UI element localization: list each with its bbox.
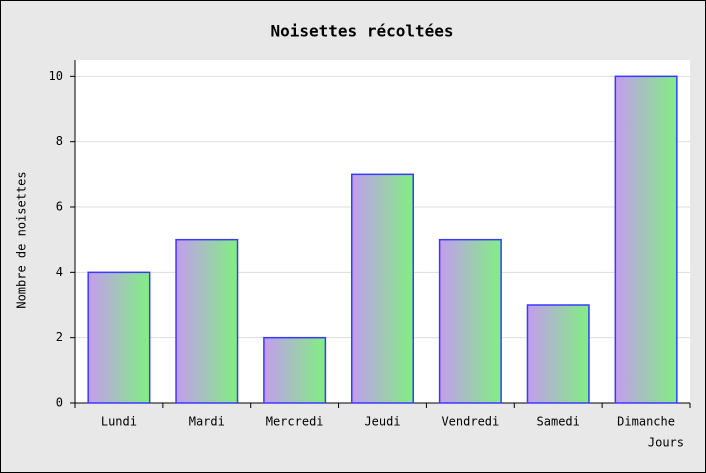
y-tick-label: 8 <box>56 134 63 148</box>
bar <box>438 238 502 404</box>
bar <box>263 336 327 404</box>
x-tick-label: Vendredi <box>441 415 499 429</box>
bar <box>87 271 151 404</box>
x-tick-label: Mardi <box>189 415 225 429</box>
x-tick-label: Jeudi <box>364 415 400 429</box>
bar <box>526 304 590 404</box>
x-tick-label: Mercredi <box>266 415 324 429</box>
y-tick-label: 6 <box>56 200 63 214</box>
y-tick-label: 10 <box>49 69 63 83</box>
y-tick-label: 0 <box>56 396 63 410</box>
x-tick-label: Samedi <box>537 415 580 429</box>
y-tick-label: 4 <box>56 265 63 279</box>
x-tick-label: Lundi <box>101 415 137 429</box>
bar <box>614 75 678 404</box>
x-axis-label: Jours <box>648 436 684 450</box>
bar <box>351 173 414 404</box>
y-axis-label: Nombre de noisettes <box>15 171 29 308</box>
bar <box>175 238 239 404</box>
x-tick-label: Dimanche <box>617 415 675 429</box>
y-tick-label: 2 <box>56 330 63 344</box>
chart-title: Noisettes récoltées <box>270 22 453 41</box>
